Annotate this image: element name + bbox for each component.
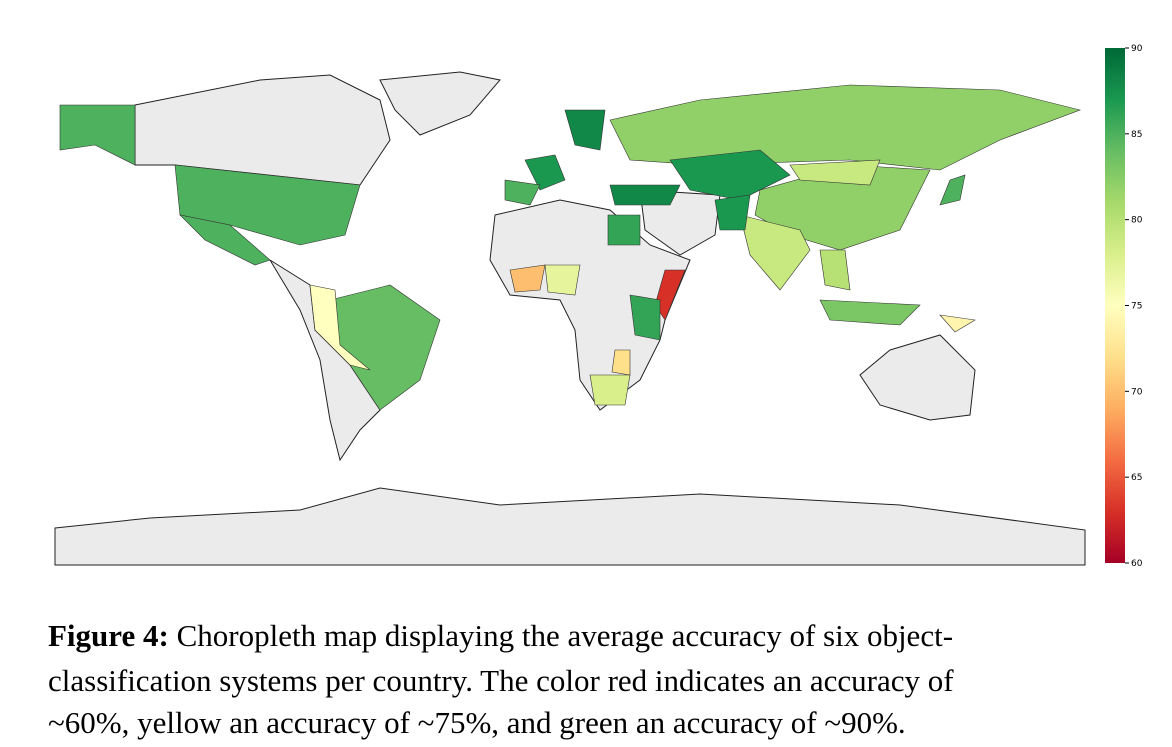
caption-line: ~60%, yellow an accuracy of ~75%, and gr… <box>48 705 906 740</box>
colorbar-tick-label: 85 <box>1131 130 1142 140</box>
colorbar-tick-label: 75 <box>1131 302 1142 312</box>
country <box>509 264 546 293</box>
country <box>819 299 921 326</box>
country <box>819 249 851 291</box>
country <box>609 184 681 206</box>
country <box>544 264 581 296</box>
country <box>654 269 686 321</box>
country <box>939 314 976 333</box>
country <box>739 214 811 291</box>
country <box>939 174 966 206</box>
regions <box>59 84 1082 411</box>
base-land <box>54 71 1086 566</box>
country <box>179 214 271 266</box>
caption-label: Figure 4: <box>48 618 169 653</box>
colorbar <box>1105 48 1125 563</box>
country <box>609 84 1082 171</box>
caption-line: Figure 4: Choropleth map displaying the … <box>48 618 953 654</box>
country <box>611 349 631 376</box>
colorbar-tick-label: 65 <box>1131 473 1142 483</box>
country <box>589 374 631 406</box>
country <box>714 194 751 231</box>
country <box>607 214 641 246</box>
caption-line: classification systems per country. The … <box>48 663 954 698</box>
colorbar-tick-label: 90 <box>1131 44 1143 54</box>
country <box>309 284 371 371</box>
map-figure: 60 65 70 75 80 85 90 <box>54 44 1143 569</box>
country <box>564 109 606 151</box>
country <box>629 294 661 341</box>
country <box>504 179 541 206</box>
country <box>524 154 566 191</box>
caption-text: Choropleth map displaying the average ac… <box>176 618 954 653</box>
colorbar-tick-label: 60 <box>1131 559 1143 569</box>
colorbar-tick-label: 80 <box>1131 216 1143 226</box>
colorbar-tick-label: 70 <box>1131 387 1143 397</box>
country <box>789 159 881 186</box>
country <box>59 104 136 166</box>
country <box>669 149 791 201</box>
